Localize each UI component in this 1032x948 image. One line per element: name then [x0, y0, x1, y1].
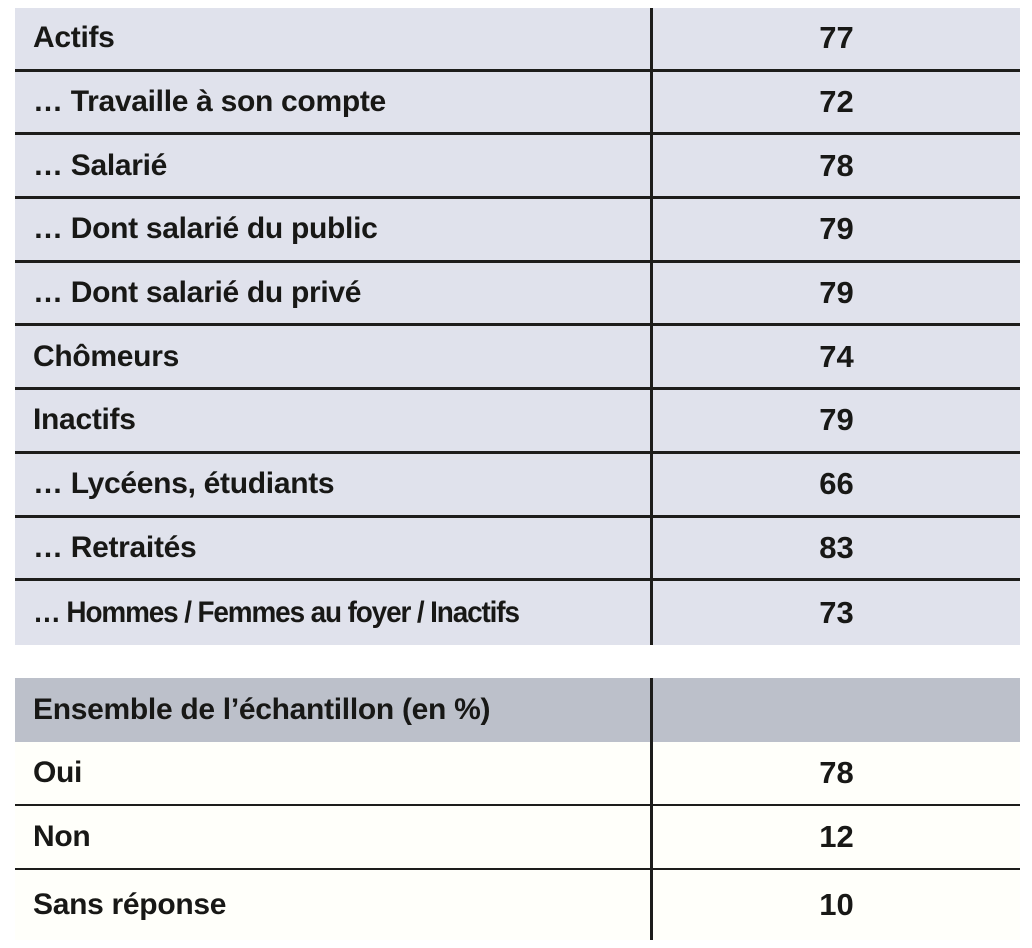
row-value: 79 [819, 275, 854, 311]
row-value: 73 [819, 595, 854, 631]
row-label: … Hommes / Femmes au foyer / Inactifs [15, 581, 653, 645]
row-label: Oui [15, 742, 653, 804]
row-label: … Dont salarié du public [15, 199, 653, 260]
table-row: Chômeurs 74 [15, 326, 1020, 391]
row-value: 72 [819, 84, 854, 120]
row-value: 10 [819, 887, 854, 922]
row-label: Inactifs [15, 390, 653, 451]
row-label-text: … Hommes / Femmes au foyer / Inactifs [33, 596, 520, 630]
row-label: Actifs [15, 8, 653, 69]
row-label: Sans réponse [15, 870, 653, 940]
table-row: … Travaille à son compte 72 [15, 71, 1020, 136]
summary-header-label: Ensemble de l’échantillon (en %) [15, 678, 653, 742]
summary-table: Ensemble de l’échantillon (en %) Oui 78 … [15, 678, 1020, 940]
row-label: … Travaille à son compte [15, 71, 653, 133]
table-row: Inactifs 79 [15, 390, 1020, 454]
table-row: Non 12 [15, 806, 1020, 870]
table-row: Oui 78 [15, 742, 1020, 806]
table-row: … Hommes / Femmes au foyer / Inactifs 73 [15, 581, 1020, 645]
table-row: Sans réponse 10 [15, 870, 1020, 940]
table-row: … Dont salarié du public 79 [15, 199, 1020, 263]
row-value: 74 [819, 338, 854, 374]
row-label: Chômeurs [15, 326, 653, 388]
row-value: 66 [819, 466, 854, 502]
table-row: … Lycéens, étudiants 66 [15, 453, 1020, 518]
row-label: … Lycéens, étudiants [15, 453, 653, 515]
table-row: Actifs 77 [15, 8, 1020, 72]
summary-header-empty-cell [653, 678, 1020, 742]
breakdown-table: Actifs 77 … Travaille à son compte 72 … … [15, 8, 1020, 645]
row-value: 78 [819, 147, 854, 183]
table-row: … Salarié 78 [15, 135, 1020, 200]
row-value: 77 [819, 20, 854, 56]
row-label: … Dont salarié du privé [15, 262, 653, 324]
table-row: … Retraités 83 [15, 517, 1020, 582]
row-label: … Salarié [15, 135, 653, 197]
table-row: … Dont salarié du privé 79 [15, 262, 1020, 327]
row-value: 12 [819, 819, 854, 854]
summary-header-row: Ensemble de l’échantillon (en %) [15, 678, 1020, 742]
row-value: 83 [819, 529, 854, 565]
row-value: 79 [819, 211, 854, 247]
row-value: 79 [819, 402, 854, 438]
row-value: 78 [819, 755, 854, 790]
row-label: Non [15, 806, 653, 868]
row-label: … Retraités [15, 517, 653, 579]
